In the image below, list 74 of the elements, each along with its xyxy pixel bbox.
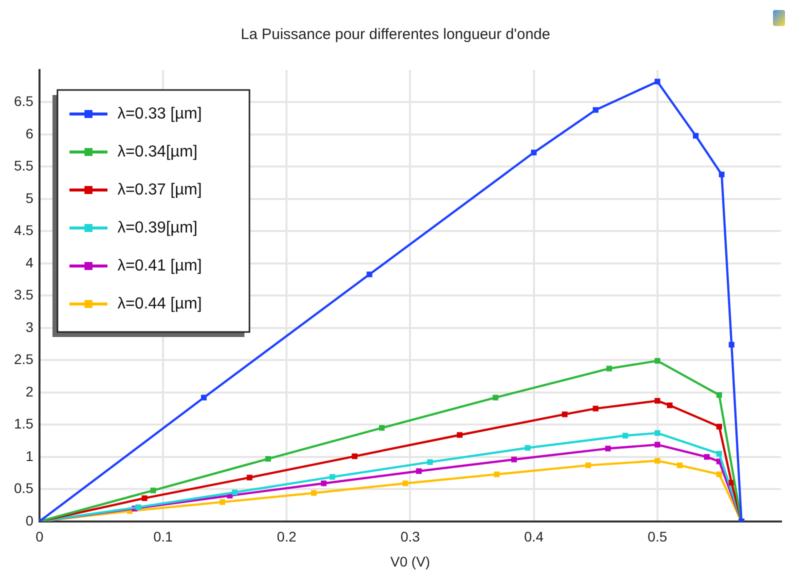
y-tick-label: 4 <box>26 254 34 270</box>
point <box>530 150 537 156</box>
y-tick-label: 1.5 <box>14 416 34 432</box>
point <box>606 366 612 372</box>
y-tick-label: 3 <box>26 318 34 335</box>
point <box>136 504 142 510</box>
y-tick-label: 4.5 <box>14 222 34 238</box>
point <box>150 488 156 494</box>
point <box>585 462 592 468</box>
point <box>718 172 725 178</box>
point <box>592 107 598 113</box>
point <box>676 462 682 468</box>
point <box>622 432 628 438</box>
point <box>378 425 385 431</box>
legend-label: λ=0.41 [µm] <box>117 257 202 274</box>
point <box>246 474 252 480</box>
point <box>142 495 148 502</box>
point <box>511 456 517 462</box>
legend-label: λ=0.34[µm] <box>117 143 198 160</box>
point <box>366 272 372 278</box>
point <box>201 394 207 400</box>
point <box>416 468 422 474</box>
point <box>654 78 660 84</box>
point <box>605 446 611 452</box>
x-tick-label: 0 <box>36 528 44 545</box>
point <box>220 499 226 505</box>
legend-label: λ=0.44 [µm] <box>117 295 202 312</box>
point <box>494 471 500 478</box>
point <box>716 471 722 478</box>
point <box>265 456 271 462</box>
y-tick-label: 2 <box>26 383 34 400</box>
point <box>654 358 660 364</box>
point <box>592 406 598 412</box>
point <box>666 402 673 408</box>
point <box>330 474 336 480</box>
point <box>562 412 568 418</box>
y-tick-label: 0 <box>26 512 34 528</box>
x-tick-label: 0.5 <box>648 528 668 545</box>
point <box>352 453 358 460</box>
point <box>716 424 722 430</box>
point <box>402 480 408 486</box>
legend-label: λ=0.39[µm] <box>117 219 198 236</box>
chart-title: La Puissance pour differentes longueur d'onde <box>240 26 550 44</box>
x-tick-label: 0.1 <box>153 528 173 545</box>
y-tick-label: 5.5 <box>14 158 34 174</box>
point <box>456 432 462 438</box>
point <box>492 394 498 400</box>
legend-label: λ=0.33 [µm] <box>117 105 202 122</box>
point <box>716 392 722 398</box>
x-tick-label: 0.2 <box>276 528 297 545</box>
x-tick-label: 0.3 <box>400 528 420 545</box>
y-tick-label: 5 <box>26 190 34 206</box>
point <box>524 445 530 451</box>
point <box>654 398 660 404</box>
point <box>427 459 433 465</box>
legend-label: λ=0.37 [µm] <box>117 181 202 198</box>
point <box>654 430 660 436</box>
point <box>692 132 699 139</box>
point <box>232 490 238 496</box>
point <box>320 480 327 486</box>
y-tick-label: 3.5 <box>14 286 34 303</box>
y-tick-label: 6.5 <box>14 93 34 110</box>
x-tick-label: 0.4 <box>524 528 544 545</box>
y-tick-label: 2.5 <box>14 351 34 368</box>
point <box>728 342 734 348</box>
point <box>704 454 710 460</box>
point <box>311 490 317 496</box>
y-tick-label: 0.5 <box>14 480 34 496</box>
y-tick-label: 1 <box>26 448 34 464</box>
point <box>654 458 660 464</box>
point <box>654 442 660 448</box>
y-tick-label: 6 <box>26 125 34 142</box>
point <box>716 450 722 457</box>
x-axis-title: V0 (V) <box>390 553 430 570</box>
